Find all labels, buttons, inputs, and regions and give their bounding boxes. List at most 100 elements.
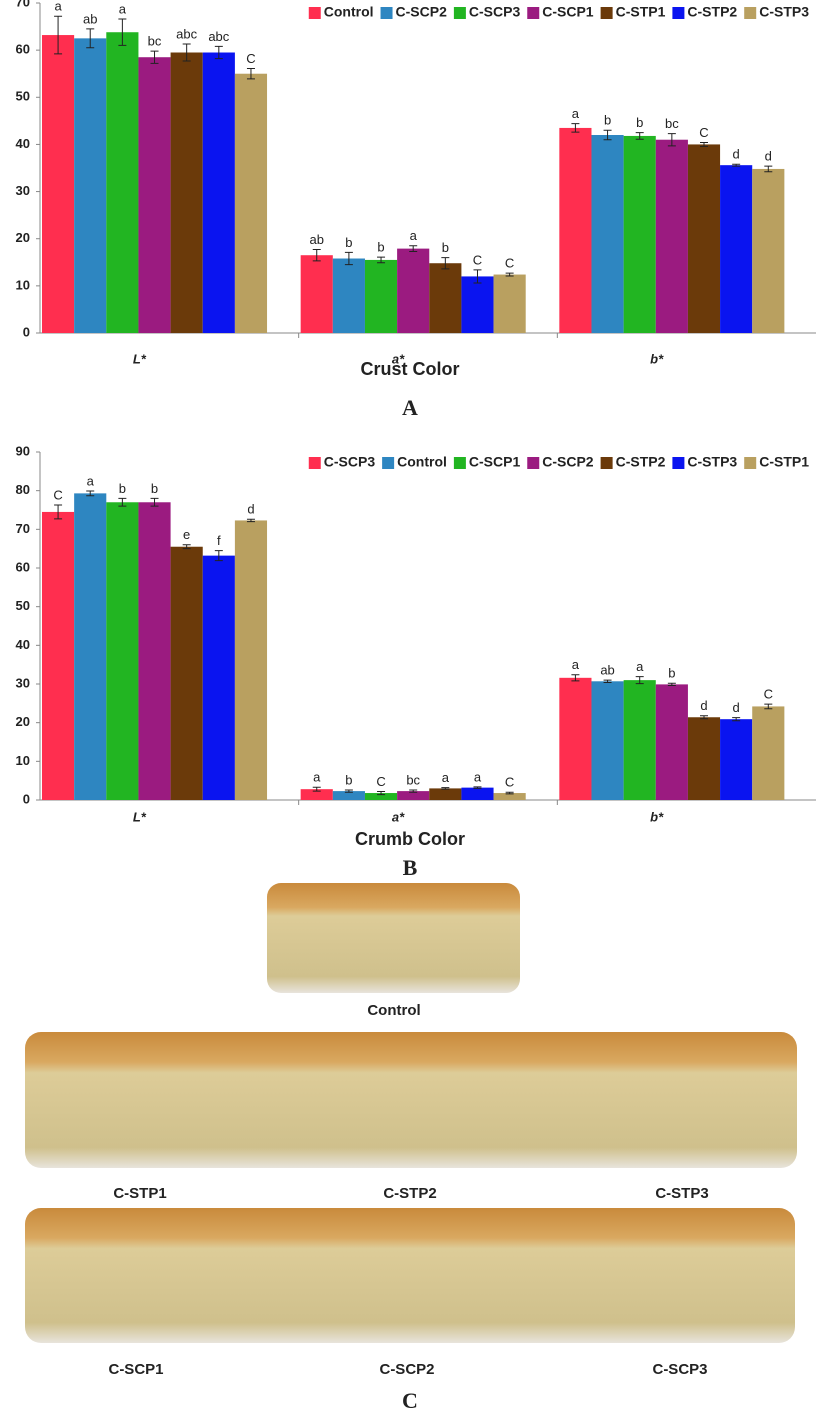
- significance-label: a: [54, 0, 62, 14]
- significance-label: bc: [148, 34, 162, 49]
- significance-label: C: [699, 125, 708, 140]
- y-tick-label: 70: [16, 0, 30, 9]
- error-bar: [344, 251, 353, 266]
- bar: [623, 680, 656, 800]
- legend-swatch: [308, 457, 321, 469]
- bar: [461, 276, 494, 333]
- error-bar: [246, 518, 255, 523]
- legend-label: C-SCP3: [324, 454, 376, 470]
- x-tick-label: b*: [650, 351, 664, 366]
- error-bar: [764, 703, 773, 710]
- bar: [170, 546, 203, 800]
- y-tick-label: 70: [16, 521, 30, 536]
- bar: [138, 502, 171, 800]
- bar: [752, 706, 785, 800]
- bar: [138, 57, 171, 333]
- bar: [202, 52, 235, 333]
- legend-label: Control: [324, 4, 374, 20]
- error-bar: [700, 715, 709, 720]
- legend-label: C-SCP2: [396, 4, 448, 20]
- legend-label: C-SCP1: [469, 454, 521, 470]
- significance-label: abc: [176, 26, 197, 41]
- photo: [25, 1208, 795, 1343]
- bar: [300, 255, 333, 333]
- bar: [623, 135, 656, 333]
- error-bar: [441, 787, 450, 790]
- photo-caption: Control: [367, 1002, 420, 1019]
- significance-label: ab: [600, 663, 614, 678]
- bar: [74, 493, 107, 800]
- bar: [655, 684, 688, 800]
- bar: [559, 127, 592, 333]
- photo: [25, 1032, 797, 1168]
- x-axis-title: Crumb Color: [355, 829, 465, 849]
- bar: [655, 139, 688, 333]
- significance-label: b: [668, 666, 675, 681]
- legend-label: C-STP2: [616, 454, 666, 470]
- significance-label: b: [636, 115, 643, 130]
- error-bar: [118, 497, 127, 507]
- y-tick-label: 80: [16, 482, 30, 497]
- y-tick-label: 90: [16, 443, 30, 458]
- significance-label: d: [247, 502, 254, 517]
- bar: [397, 248, 430, 333]
- error-bar: [182, 544, 191, 550]
- bar: [364, 793, 398, 800]
- bar: [461, 787, 494, 800]
- error-bar: [603, 679, 612, 683]
- y-tick-label: 10: [16, 753, 30, 768]
- photo: [267, 883, 520, 993]
- bar: [106, 32, 139, 333]
- bar: [300, 789, 333, 800]
- error-bar: [667, 682, 676, 687]
- significance-label: C: [473, 252, 482, 267]
- legend-swatch: [600, 7, 613, 19]
- legend-swatch: [744, 7, 757, 19]
- legend-swatch: [453, 457, 466, 469]
- error-bar: [344, 789, 353, 793]
- significance-label: C: [505, 775, 514, 790]
- bar: [364, 259, 398, 333]
- error-bar: [764, 165, 773, 173]
- bar: [234, 73, 268, 333]
- error-bar: [377, 790, 386, 796]
- error-bar: [86, 490, 95, 497]
- photo-caption: C-STP3: [655, 1185, 708, 1202]
- legend-label: C-SCP2: [542, 454, 594, 470]
- bar: [202, 555, 235, 800]
- significance-label: ab: [83, 11, 97, 26]
- error-bar: [667, 133, 676, 147]
- error-bar: [409, 789, 418, 793]
- bar: [429, 788, 462, 800]
- x-tick-label: L*: [133, 809, 147, 824]
- bar: [493, 274, 526, 333]
- error-bar: [150, 50, 159, 64]
- bar: [720, 719, 753, 800]
- legend-swatch: [308, 7, 321, 19]
- significance-label: b: [604, 113, 611, 128]
- bar: [397, 791, 430, 800]
- photo-caption: C-STP2: [383, 1185, 436, 1202]
- legend-swatch: [380, 7, 393, 19]
- significance-label: a: [636, 659, 644, 674]
- error-bar: [603, 129, 612, 141]
- error-bar: [635, 676, 644, 685]
- error-bar: [505, 791, 514, 795]
- y-tick-label: 10: [16, 277, 30, 292]
- error-bar: [54, 15, 63, 55]
- significance-label: a: [410, 228, 418, 243]
- bar: [42, 511, 75, 800]
- significance-label: e: [183, 527, 190, 542]
- significance-label: a: [442, 770, 450, 785]
- bar: [74, 38, 107, 333]
- error-bar: [54, 504, 63, 520]
- error-bar: [409, 245, 418, 252]
- legend-label: C-STP3: [687, 454, 737, 470]
- legend-label: C-STP1: [759, 454, 809, 470]
- significance-label: f: [217, 533, 221, 548]
- error-bar: [312, 249, 321, 262]
- legend-label: C-STP1: [616, 4, 666, 20]
- bar: [687, 144, 721, 333]
- error-bar: [312, 786, 321, 792]
